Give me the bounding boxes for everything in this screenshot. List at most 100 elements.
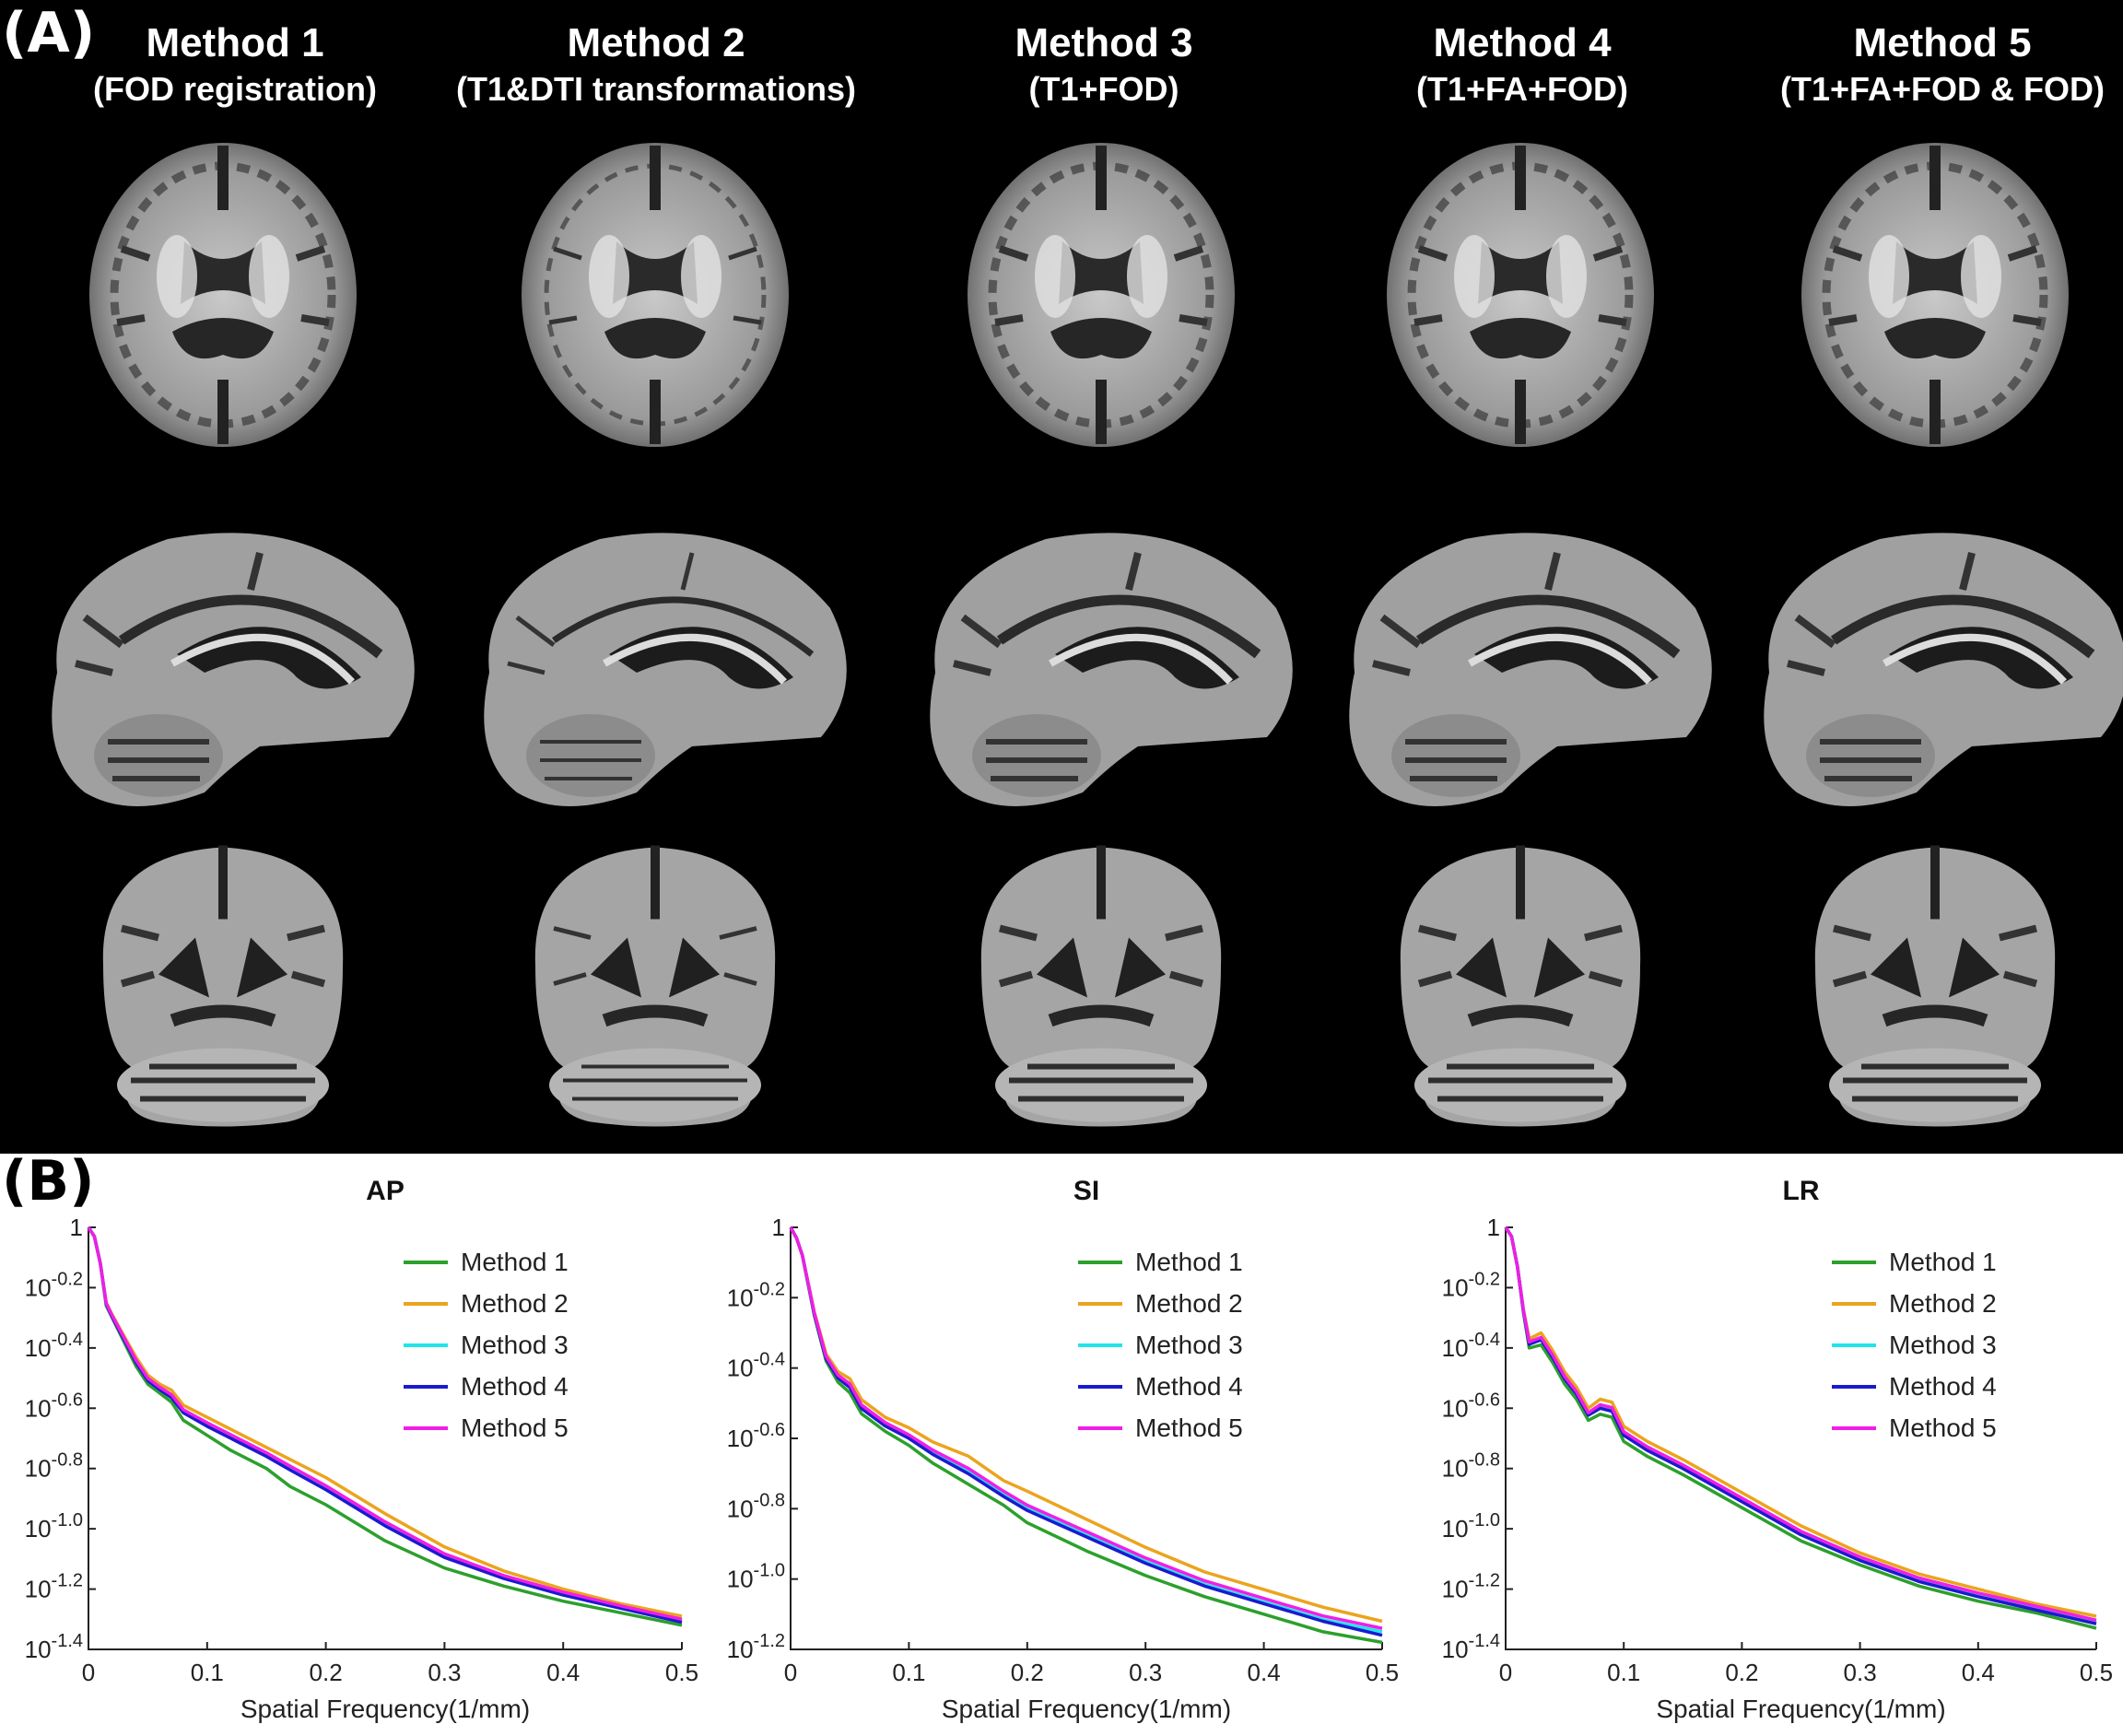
x-tick-label: 0 xyxy=(1499,1659,1512,1686)
brain-coronal-method-1 xyxy=(85,834,361,1133)
series-line-method-3 xyxy=(87,1226,683,1623)
brain-sagittal-method-4 xyxy=(1318,511,1723,815)
brain-axial-method-1 xyxy=(85,138,361,452)
series-line-method-5 xyxy=(1504,1226,2097,1623)
y-tick-label: 10-0.4 xyxy=(1442,1330,1500,1362)
brain-axial-method-5 xyxy=(1797,138,2073,452)
y-tick-label: 10-1.2 xyxy=(1442,1571,1500,1603)
y-tick-label: 10-0.8 xyxy=(1442,1450,1500,1483)
method-header-1: Method 1 (FOD registration) xyxy=(23,18,447,111)
legend-entry: Method 1 xyxy=(461,1248,569,1276)
y-tick-label: 10-1.4 xyxy=(1442,1631,1500,1663)
series-line-method-2 xyxy=(87,1226,683,1618)
axes xyxy=(88,1227,682,1650)
method-subtitle: (T1&DTI transformations) xyxy=(455,70,857,108)
legend-entry: Method 5 xyxy=(1889,1413,1997,1442)
brain-sagittal-method-5 xyxy=(1732,511,2123,815)
series-line-method-3 xyxy=(1504,1226,2097,1625)
x-tick-label: 0.4 xyxy=(1962,1659,1995,1686)
y-tick-label: 10-1.0 xyxy=(25,1510,83,1542)
brain-coronal-method-5 xyxy=(1797,834,2073,1133)
x-tick-label: 0 xyxy=(82,1659,95,1686)
legend-entry: Method 4 xyxy=(1889,1372,1997,1401)
y-tick-label: 10-1.2 xyxy=(727,1631,785,1663)
legend-entry: Method 4 xyxy=(461,1372,569,1401)
x-tick-label: 0.5 xyxy=(665,1659,698,1686)
series-line-method-2 xyxy=(1504,1226,2097,1618)
brain-axial-method-2 xyxy=(517,138,793,452)
x-tick-label: 0 xyxy=(784,1659,797,1686)
x-tick-label: 0.3 xyxy=(428,1659,461,1686)
method-title: Method 3 xyxy=(1015,20,1193,65)
method-header-2: Method 2 (T1&DTI transformations) xyxy=(444,18,868,111)
method-subtitle: (FOD registration) xyxy=(92,70,377,108)
y-tick-label: 10-0.2 xyxy=(1442,1269,1500,1301)
y-tick-label: 10-0.8 xyxy=(25,1450,83,1483)
x-tick-label: 0.3 xyxy=(1129,1659,1162,1686)
method-title: Method 2 xyxy=(567,20,745,65)
method-header-4: Method 4 (T1+FA+FOD) xyxy=(1310,18,1734,111)
y-tick-label: 10-1.0 xyxy=(1442,1510,1500,1542)
y-tick-label: 10-0.4 xyxy=(25,1330,83,1362)
legend-entry: Method 2 xyxy=(1135,1289,1243,1318)
legend-entry: Method 1 xyxy=(1889,1248,1997,1276)
x-axis-label: Spatial Frequency(1/mm) xyxy=(1656,1695,1945,1723)
legend-entry: Method 1 xyxy=(1135,1248,1243,1276)
x-tick-label: 0.2 xyxy=(1725,1659,1758,1686)
legend-entry: Method 4 xyxy=(1135,1372,1243,1401)
spectrum-plot-si: SI 0 0.1 0.2 0.3 0.4 0.5 1 10-0.2 10-0.4 10-0.6 10-… xyxy=(727,1176,1399,1723)
x-tick-label: 0.3 xyxy=(1844,1659,1877,1686)
y-tick-label: 10-1.4 xyxy=(25,1631,83,1663)
y-tick-label: 10-1.2 xyxy=(25,1571,83,1603)
brain-axial-method-4 xyxy=(1382,138,1659,452)
series-line-method-1 xyxy=(789,1226,1383,1645)
brain-sagittal-method-3 xyxy=(898,511,1304,815)
method-header-3: Method 3 (T1+FOD) xyxy=(892,18,1316,111)
series-line-method-2 xyxy=(789,1226,1383,1624)
brain-axial-method-3 xyxy=(963,138,1239,452)
x-tick-label: 0.2 xyxy=(310,1659,343,1686)
series-line-method-4 xyxy=(789,1226,1383,1637)
series-line-method-5 xyxy=(87,1226,683,1622)
plot-title: LR xyxy=(1783,1176,1820,1206)
panel-b-label: (B) xyxy=(2,1149,95,1214)
spectrum-plot-lr: LR 0 0.1 0.2 0.3 0.4 0.5 1 10-0.2 10-0.4 10-0.6 10-… xyxy=(1442,1176,2113,1723)
y-tick-label: 10-0.6 xyxy=(1442,1390,1500,1422)
legend-entry: Method 2 xyxy=(461,1289,569,1318)
y-tick-label: 10-0.2 xyxy=(25,1269,83,1301)
y-tick-label: 10-0.6 xyxy=(727,1420,785,1452)
y-tick-label: 1 xyxy=(772,1214,785,1241)
panel-a-label: (A) xyxy=(2,1,96,65)
y-tick-label: 10-1.0 xyxy=(727,1561,785,1593)
x-tick-label: 0.1 xyxy=(191,1659,224,1686)
series-line-method-1 xyxy=(1504,1226,2097,1630)
x-tick-label: 0.2 xyxy=(1011,1659,1044,1686)
series-line-method-4 xyxy=(87,1226,683,1625)
panel-b-spectrum-plots: AP 0 0.1 0.2 0.3 0.4 0.5 1 10-0.2 10-0.4 10-0.6 10-… xyxy=(25,1176,2113,1723)
y-tick-label: 10-0.2 xyxy=(727,1279,785,1311)
method-subtitle: (T1+FOD) xyxy=(1028,70,1179,108)
series-line-method-5 xyxy=(789,1226,1383,1630)
y-tick-label: 10-0.6 xyxy=(25,1390,83,1422)
axes xyxy=(1505,1227,2096,1650)
y-tick-label: 10-0.4 xyxy=(727,1350,785,1382)
x-tick-label: 0.1 xyxy=(1607,1659,1640,1686)
method-title: Method 4 xyxy=(1433,20,1612,65)
x-tick-label: 0.5 xyxy=(1366,1659,1399,1686)
axes xyxy=(790,1227,1382,1650)
plot-title: SI xyxy=(1073,1176,1099,1206)
brain-coronal-method-3 xyxy=(963,834,1239,1133)
method-title: Method 5 xyxy=(1853,20,2032,65)
y-tick-label: 1 xyxy=(1487,1214,1500,1241)
x-tick-label: 0.4 xyxy=(546,1659,580,1686)
x-tick-label: 0.4 xyxy=(1248,1659,1281,1686)
series-line-method-4 xyxy=(1504,1226,2097,1625)
x-tick-label: 0.1 xyxy=(892,1659,925,1686)
legend-entry: Method 3 xyxy=(461,1331,569,1359)
method-subtitle: (T1+FA+FOD & FOD) xyxy=(1779,70,2105,108)
spectrum-plot-ap: AP 0 0.1 0.2 0.3 0.4 0.5 1 10-0.2 10-0.4 10-0.6 10-… xyxy=(25,1176,698,1723)
brain-sagittal-method-2 xyxy=(452,511,858,815)
legend-entry: Method 5 xyxy=(461,1413,569,1442)
legend-entry: Method 2 xyxy=(1889,1289,1997,1318)
y-tick-label: 10-0.8 xyxy=(727,1490,785,1522)
